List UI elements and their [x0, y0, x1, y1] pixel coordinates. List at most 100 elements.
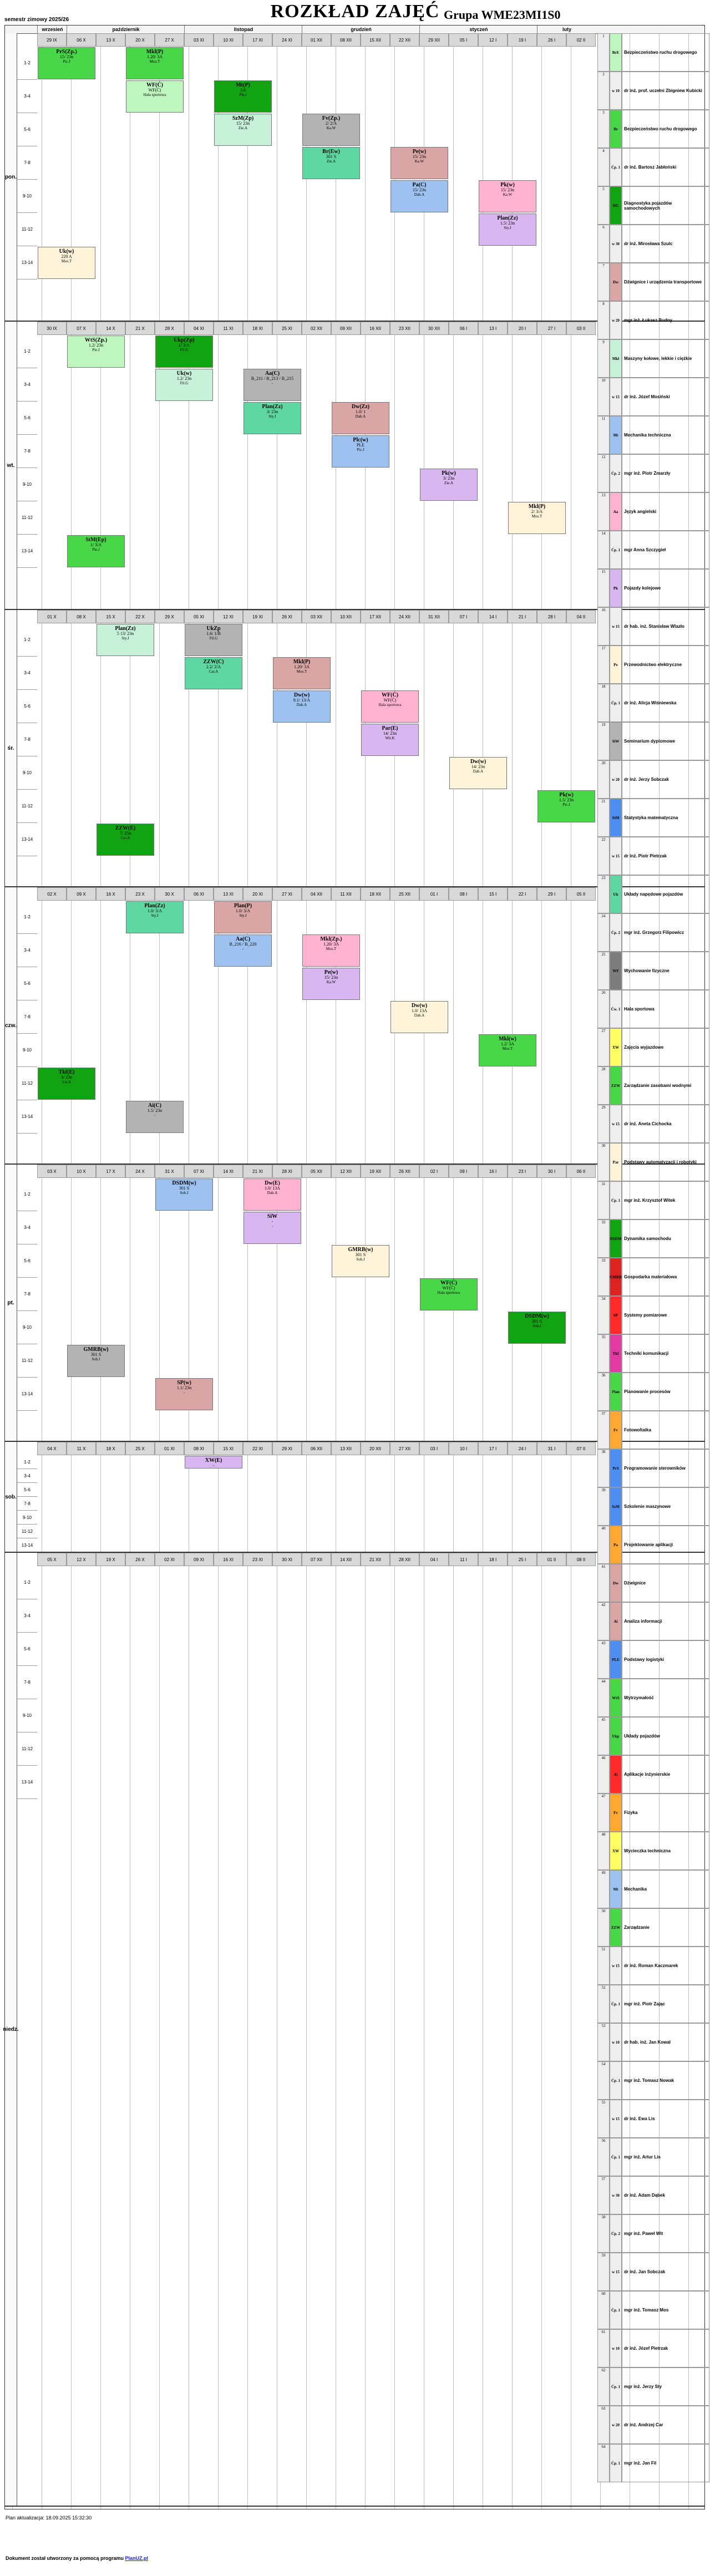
class-cell[interactable]: Plan(Zz) 3/ 23n Sty.J	[244, 402, 301, 434]
class-cell[interactable]: Mkl(Zp.) 1.20/ 3A Mos.T	[302, 934, 360, 967]
class-cell[interactable]: DSDM(w) 301 S Sob.J	[155, 1178, 213, 1211]
date-cell: 28 I	[537, 610, 566, 623]
group-label: Grupa WME23MI1S0	[444, 8, 561, 22]
date-cell: 31 X	[155, 1165, 184, 1178]
date-cell: 02 II	[566, 33, 596, 47]
class-cell[interactable]: Pe(w) 15/ 23n Ka.W	[302, 968, 360, 1000]
legend-code: w 20	[610, 760, 622, 799]
legend-index: 20	[597, 760, 610, 799]
class-cell[interactable]: Fv(Zp.) 2/ 2/A Ka.W	[302, 114, 360, 146]
legend-index: 37	[597, 1411, 610, 1449]
class-cell[interactable]: UkZp 1.6/ 1/B Fil.G	[185, 624, 242, 656]
class-cell[interactable]: Br(Ew) 301 S Zie.A	[302, 147, 360, 179]
class-cell[interactable]: Pk(w) 15/ 23n Ka.W	[479, 180, 536, 212]
month-label: październik	[67, 26, 185, 33]
class-cell[interactable]: SiW - -	[244, 1212, 301, 1244]
class-cell[interactable]: GMRB(w) 301 S Sob.J	[332, 1245, 389, 1277]
class-teacher: Zie.A	[238, 125, 248, 130]
date-cell: 20 I	[508, 322, 537, 335]
class-cell[interactable]: GMRB(w) 301 S Sob.J	[67, 1345, 125, 1377]
class-cell[interactable]: Ai(C) 1.5/ 23n -	[126, 1101, 184, 1133]
class-cell[interactable]: Par(E) 14/ 23n Wit.K	[361, 724, 419, 756]
class-cell[interactable]: Dw(w) 8.1/ 13/A Dab.A	[273, 690, 331, 723]
class-cell[interactable]: SP(w) 1.1/ 23n -	[155, 1378, 213, 1410]
class-code: Plan(Zz)	[262, 404, 283, 410]
class-cell[interactable]: Plan(Zz) 1.5/ 23n Sty.J	[479, 214, 536, 246]
legend-index: 36	[597, 1373, 610, 1411]
class-room: 1/ 3/A	[178, 343, 190, 348]
date-cell: 07 X	[67, 322, 96, 335]
date-cell: 21 X	[125, 322, 155, 335]
class-cell[interactable]: Plc(w) PLE Pic.J	[332, 435, 389, 468]
class-cell[interactable]: XW(E)--	[185, 1456, 242, 1469]
class-cell[interactable]: SzM(Zp) 15/ 23n Zie.A	[214, 114, 272, 146]
class-cell[interactable]: ZZW(C) 2.2/ 2/A Car.A	[185, 657, 242, 689]
date-cell: 01 XI	[155, 1442, 184, 1455]
class-room: 1.0/ 1	[355, 409, 366, 414]
class-code: Plan(Zz)	[497, 215, 518, 221]
class-cell[interactable]: WF(Ć) WF(Ć) Hala sportowa	[361, 690, 419, 723]
class-code: Mkl(P)	[146, 49, 164, 55]
date-cell: 05 II	[566, 887, 596, 901]
day-separator	[5, 321, 704, 322]
class-cell[interactable]: DSDM(w) 301 S Sob.J	[508, 1312, 566, 1344]
legend-code: GMRB	[610, 1258, 622, 1296]
class-room: 301 S	[326, 154, 337, 159]
class-cell[interactable]: Mkl(P) 1.20/ 3A Mos.T	[126, 47, 184, 79]
legend-code: w 15	[610, 378, 622, 416]
date-cell: 31 XII	[419, 610, 449, 623]
class-cell[interactable]: Mt(P) 3.6 Pis.J	[214, 80, 272, 113]
class-cell[interactable]: PrS(Zp.) 15/ 23n Pic.J	[38, 47, 95, 79]
class-cell[interactable]: Plan(P) 1.0/ 3/A Sty.J	[214, 901, 272, 933]
legend-code: PrS	[610, 1449, 622, 1487]
date-cell: 29 I	[537, 887, 566, 901]
date-cell: 13 XI	[214, 887, 243, 901]
class-cell[interactable]: Plan(Zz) 5 13/ 23n Sty.J	[97, 624, 154, 656]
class-cell[interactable]: Pk(w) 1.5/ 23n Pic.J	[537, 790, 595, 822]
class-teacher: Sty.J	[121, 636, 129, 641]
class-cell[interactable]: Uk(w) 220 A Mos.T	[38, 247, 95, 279]
class-cell[interactable]: WtS(Zp.) 1.2/ 23n Pie.J	[67, 336, 125, 368]
date-cell: 26 XI	[272, 610, 302, 623]
legend-index: 6	[597, 225, 610, 263]
class-cell[interactable]: Plan(Zz) 1.0/ 3/A Sty.J	[126, 901, 184, 933]
class-cell[interactable]: Pk(w) 3/ 23n Zie.A	[420, 469, 478, 501]
class-cell[interactable]: Uk(w) 1.2/ 23n Fil.G	[155, 369, 213, 401]
class-cell[interactable]: Dw(Zz) 1.0/ 1 Dab.A	[332, 402, 389, 434]
class-cell[interactable]: Pe(w) 15/ 23n Ka.W	[390, 147, 448, 179]
class-code: Par(E)	[382, 725, 398, 731]
class-cell[interactable]: Mkl(w) 1.2/ 3A Mos.T	[479, 1034, 536, 1066]
date-cell: 20 XI	[243, 887, 272, 901]
class-room: 1.5/ 23n	[559, 797, 574, 802]
class-cell[interactable]: StM(Ep) 1/ 3/A Pie.J	[67, 535, 125, 567]
generator-link[interactable]: PlanUZ.pl	[125, 2555, 149, 2561]
legend-code: w 15	[610, 607, 622, 646]
legend-text: dr inż. Jerzy Sobczak	[622, 760, 709, 799]
legend-code: Dw	[610, 263, 622, 301]
date-cell: 29 XII	[419, 33, 449, 47]
legend-code: Ćp. 1	[610, 2444, 622, 2482]
legend-text: Hala sportowa	[622, 990, 709, 1028]
legend-index: 59	[597, 2253, 610, 2291]
legend-index: 17	[597, 646, 610, 684]
class-cell[interactable]: WF(Ć) WF(Ć) Hala sportowa	[126, 80, 184, 113]
day-label: sob.	[5, 1442, 17, 1553]
legend-text: Seminarium dyplomowe	[622, 722, 709, 760]
class-cell[interactable]: Pa(C) 15/ 23n Dab.A	[390, 180, 448, 212]
date-cell: 11 XI	[214, 322, 243, 335]
legend-code: w 20	[610, 2406, 622, 2444]
class-cell[interactable]: Dw(w) 14/ 23n Dab.A	[449, 757, 507, 789]
class-cell[interactable]: Mkl(P) 2/ 3/A Mos.T	[508, 502, 566, 534]
class-cell[interactable]: Aa(C) B_211 / B_213 / B_215-	[244, 369, 301, 401]
class-cell[interactable]: Tkf(E) 3/ 23n Lis.A	[38, 1068, 95, 1100]
class-code: Mt(P)	[236, 82, 250, 88]
class-cell[interactable]: Dw(E) 1.0/ 13A Dab.A	[244, 1178, 301, 1211]
class-cell[interactable]: Ukp(Zp) 1/ 3/A Fil.G	[155, 336, 213, 368]
class-cell[interactable]: Mkl(P) 1.20/ 3A Mos.T	[273, 657, 331, 689]
date-cell: 15 I	[478, 887, 508, 901]
class-cell[interactable]: WF(Ć) WF(Ć) Hala sportowa	[420, 1278, 478, 1310]
class-cell[interactable]: Dw(w) 1.0/ 13A Dab.A	[390, 1001, 448, 1033]
date-cell: 07 XII	[302, 1553, 331, 1566]
class-cell[interactable]: ZZW(E) 7/ 25n Car.A	[97, 824, 154, 856]
class-cell[interactable]: Aa(C) B_216 / B_220-	[214, 934, 272, 967]
